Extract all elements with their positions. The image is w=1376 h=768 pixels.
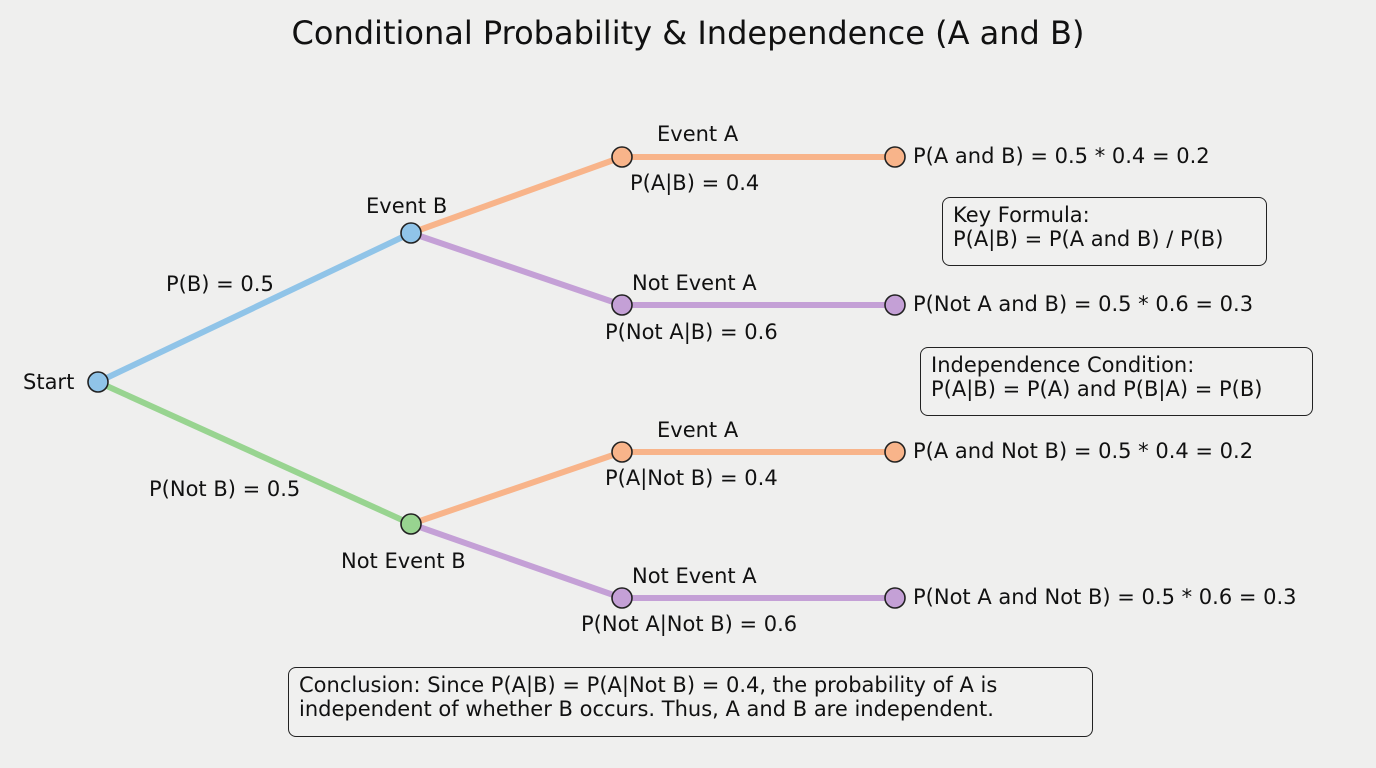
conclusion-line-1: Conclusion: Since P(A|B) = P(A|Not B) = …	[299, 673, 998, 697]
node-nb-event-a	[611, 441, 633, 463]
edge-b-not-a	[410, 230, 623, 308]
edge-start-not-b	[96, 379, 413, 527]
node-b-event-a	[611, 146, 633, 168]
label-b-event-a: Event A	[657, 122, 739, 146]
edge-label-p-a-given-not-b: P(A|Not B) = 0.4	[605, 466, 778, 490]
edge-nb-a	[410, 449, 623, 527]
outcome-not-a-and-b: P(Not A and B) = 0.5 * 0.6 = 0.3	[913, 292, 1254, 316]
edge-label-p-not-a-given-not-b: P(Not A|Not B) = 0.6	[581, 612, 798, 636]
node-outcome-1	[884, 146, 906, 168]
outcome-a-and-not-b: P(A and Not B) = 0.5 * 0.4 = 0.2	[913, 439, 1254, 463]
independence-box: Independence Condition: P(A|B) = P(A) an…	[920, 347, 1313, 416]
label-nb-event-a: Event A	[657, 418, 739, 442]
edge-label-p-not-a-given-b: P(Not A|B) = 0.6	[605, 320, 778, 344]
node-not-event-b	[400, 513, 422, 535]
label-nb-not-event-a: Not Event A	[632, 564, 757, 588]
edge-nb-not-a	[410, 521, 623, 601]
key-formula-heading: Key Formula:	[953, 203, 1090, 227]
conclusion-box: Conclusion: Since P(A|B) = P(A|Not B) = …	[288, 667, 1093, 737]
edge-label-p-a-given-b: P(A|B) = 0.4	[630, 171, 760, 195]
conclusion-line-2: independent of whether B occurs. Thus, A…	[299, 697, 994, 721]
key-formula-text: P(A|B) = P(A and B) / P(B)	[953, 227, 1224, 251]
node-start	[87, 371, 109, 393]
label-event-b: Event B	[366, 194, 448, 218]
outcome-not-a-and-not-b: P(Not A and Not B) = 0.5 * 0.6 = 0.3	[913, 585, 1297, 609]
independence-text: P(A|B) = P(A) and P(B|A) = P(B)	[931, 377, 1263, 401]
node-outcome-3	[884, 441, 906, 463]
edge-start-b	[96, 230, 413, 385]
node-event-b	[400, 222, 422, 244]
node-outcome-2	[884, 294, 906, 316]
node-nb-not-event-a	[611, 587, 633, 609]
edge-b-a	[409, 154, 624, 236]
independence-heading: Independence Condition:	[931, 353, 1195, 377]
label-start: Start	[23, 370, 75, 394]
label-b-not-event-a: Not Event A	[632, 271, 757, 295]
edge-label-p-b: P(B) = 0.5	[166, 272, 274, 296]
node-outcome-4	[884, 587, 906, 609]
key-formula-box: Key Formula: P(A|B) = P(A and B) / P(B)	[942, 197, 1267, 266]
label-not-event-b: Not Event B	[341, 549, 466, 573]
node-b-not-event-a	[611, 294, 633, 316]
outcome-a-and-b: P(A and B) = 0.5 * 0.4 = 0.2	[913, 144, 1210, 168]
edge-label-p-not-b: P(Not B) = 0.5	[149, 477, 301, 501]
diagram-title: Conditional Probability & Independence (…	[291, 14, 1085, 52]
